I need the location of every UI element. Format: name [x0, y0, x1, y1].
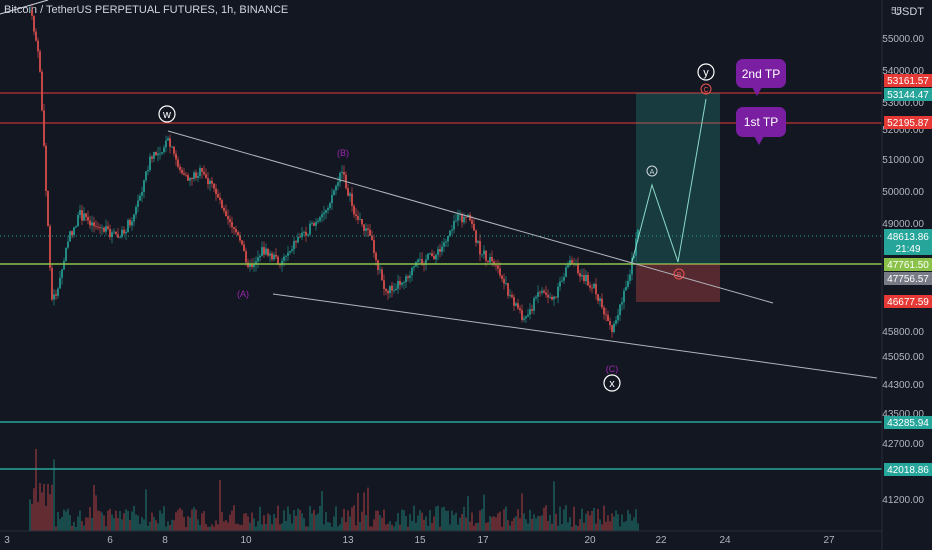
candles	[29, 3, 639, 338]
badge-52195: 52195.87	[884, 116, 932, 129]
x-tick-label: 13	[342, 535, 354, 546]
wave-B-circle	[673, 268, 685, 280]
wave-C-circle	[700, 83, 712, 95]
y-tick-label: 55000.00	[882, 34, 924, 45]
x-tick-label: 24	[719, 535, 731, 546]
wave-x-circle	[603, 374, 621, 392]
x-tick-label: 17	[477, 535, 489, 546]
badge-53161: 53161.57	[884, 74, 932, 87]
badge-43285-text: 43285.94	[887, 418, 929, 429]
badge-last-price-text: 48613.86	[887, 232, 929, 243]
x-tick-label: 8	[162, 535, 168, 546]
y-tick-label: 50000.00	[882, 187, 924, 198]
badge-47761: 47761.50	[884, 258, 932, 271]
wave-B-paren-label: (B)	[337, 148, 349, 158]
loss-zone	[636, 264, 720, 302]
wave-w-label: w	[162, 109, 171, 121]
badge-42018-text: 42018.86	[887, 465, 929, 476]
wave-B-circle-label: B	[677, 272, 682, 279]
y-tick-label: 53000.00	[882, 98, 924, 109]
y-axis-top-value: 55	[891, 6, 903, 17]
y-tick-label: 45050.00	[882, 352, 924, 363]
tp2-label: 2nd TP	[742, 67, 780, 81]
badge-42018: 42018.86	[884, 463, 932, 476]
volume-bars	[29, 448, 639, 531]
wave-x-label: x	[609, 378, 615, 390]
badge-47761-text: 47761.50	[887, 260, 929, 271]
badge-46677: 46677.59	[884, 295, 932, 308]
x-axis-ticks: 3 6 8 10 13 15 17 20 22 24 27	[4, 535, 835, 546]
tp2-callout[interactable]: 2nd TP	[736, 59, 786, 96]
badge-52195-text: 52195.87	[887, 118, 929, 129]
badge-53144: 53144.47	[884, 88, 932, 101]
wave-w-circle	[158, 105, 176, 123]
badge-46677-text: 46677.59	[887, 297, 929, 308]
wave-A-circle-label: A	[650, 169, 655, 176]
upper-trendline	[167, 130, 774, 304]
y-tick-label: 44300.00	[882, 380, 924, 391]
currency-label[interactable]: USDT	[894, 6, 924, 18]
y-tick-label: 51000.00	[882, 155, 924, 166]
wave-A-circle	[646, 165, 658, 177]
badge-53144-text: 53144.47	[887, 90, 929, 101]
x-tick-label: 6	[107, 535, 113, 546]
x-tick-label: 27	[823, 535, 835, 546]
y-tick-label: 43500.00	[882, 409, 924, 420]
top-left-line	[0, 0, 49, 15]
x-tick-label: 22	[655, 535, 667, 546]
badge-47756: 47756.57	[884, 272, 932, 285]
y-axis-ticks: 55000.00 54000.00 53000.00 52000.00 51000.00…	[882, 34, 924, 506]
wave-C-circle-label: C	[703, 87, 708, 94]
tp1-label: 1st TP	[744, 115, 778, 129]
badge-47756-text: 47756.57	[887, 274, 929, 285]
badge-last-price: 48613.86 21:49	[884, 229, 932, 255]
lower-trendline	[272, 293, 878, 379]
y-tick-label: 52000.00	[882, 125, 924, 136]
wave-y-label: y	[703, 67, 709, 79]
x-tick-label: 20	[584, 535, 596, 546]
badge-countdown-text: 21:49	[895, 244, 920, 255]
wave-y-circle	[697, 63, 715, 81]
wave-C-paren-label: (C)	[606, 364, 619, 374]
badge-43285: 43285.94	[884, 416, 932, 429]
projection-path	[631, 98, 707, 263]
tp1-callout[interactable]: 1st TP	[736, 107, 786, 145]
chart-title: Bitcoin / TetherUS PERPETUAL FUTURES, 1h…	[4, 4, 289, 16]
y-tick-label: 54000.00	[882, 66, 924, 77]
profit-zone	[636, 93, 720, 264]
y-tick-label: 42700.00	[882, 439, 924, 450]
x-tick-label: 10	[240, 535, 252, 546]
x-tick-label: 3	[4, 535, 10, 546]
x-tick-label: 15	[414, 535, 426, 546]
y-tick-label: 45800.00	[882, 327, 924, 338]
badge-53161-text: 53161.57	[887, 76, 929, 87]
y-tick-label: 49000.00	[882, 219, 924, 230]
y-tick-label: 41200.00	[882, 495, 924, 506]
wave-A-paren-label: (A)	[237, 289, 249, 299]
